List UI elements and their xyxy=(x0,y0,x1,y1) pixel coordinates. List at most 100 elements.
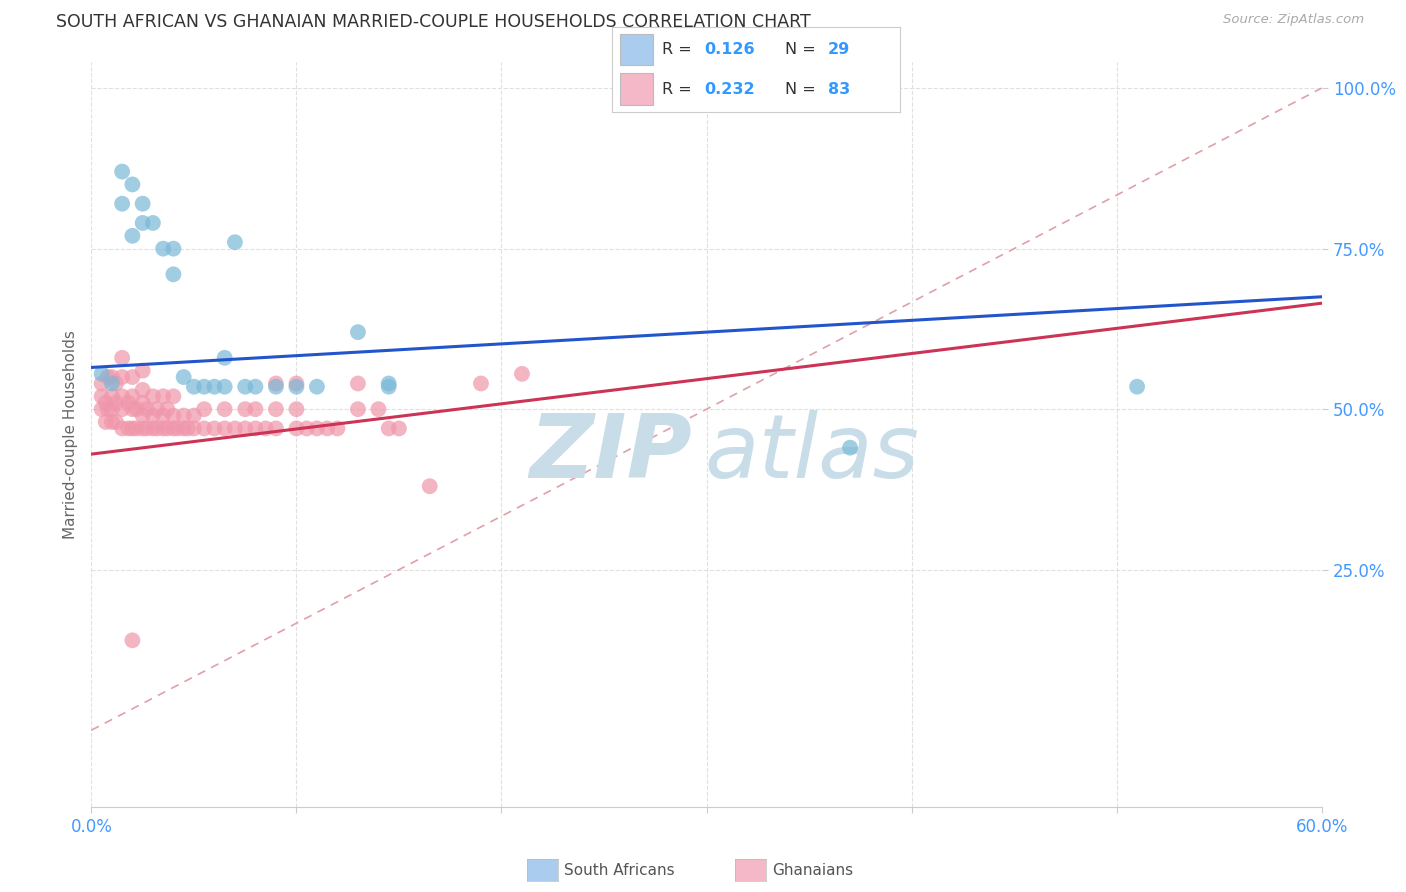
Point xyxy=(105,376,127,391)
Point xyxy=(94,415,117,429)
Point xyxy=(193,402,215,417)
Point xyxy=(125,421,148,435)
Point xyxy=(121,228,143,243)
Point xyxy=(214,380,236,394)
Point xyxy=(90,376,112,391)
Point xyxy=(101,370,124,384)
Point xyxy=(316,421,339,435)
Point xyxy=(131,409,153,423)
Point xyxy=(183,421,205,435)
Point xyxy=(202,380,225,394)
Point xyxy=(152,389,174,403)
Point xyxy=(388,421,411,435)
Point xyxy=(152,242,174,256)
Point xyxy=(111,370,134,384)
Point xyxy=(264,376,287,391)
Point xyxy=(117,396,139,410)
Point xyxy=(233,421,256,435)
Point xyxy=(183,380,205,394)
Point xyxy=(326,421,349,435)
Point xyxy=(152,421,174,435)
Point xyxy=(101,389,124,403)
Point xyxy=(377,380,399,394)
Point xyxy=(245,421,267,435)
Point xyxy=(105,415,127,429)
Point xyxy=(94,396,117,410)
Point xyxy=(121,389,143,403)
Point xyxy=(135,421,157,435)
Point xyxy=(97,370,120,384)
Text: ZIP: ZIP xyxy=(529,410,692,497)
Point xyxy=(156,402,179,417)
Point xyxy=(193,421,215,435)
Point xyxy=(111,402,134,417)
Point xyxy=(111,196,134,211)
Point xyxy=(125,402,148,417)
Point xyxy=(111,389,134,403)
Point xyxy=(156,421,179,435)
Point xyxy=(162,242,184,256)
Point xyxy=(152,409,174,423)
Point xyxy=(193,380,215,394)
Point xyxy=(90,402,112,417)
Point xyxy=(1126,380,1149,394)
Point xyxy=(101,402,124,417)
Point xyxy=(131,396,153,410)
Point xyxy=(254,421,277,435)
Point xyxy=(347,376,370,391)
Point xyxy=(121,370,143,384)
Point xyxy=(111,164,134,178)
Point xyxy=(131,196,153,211)
Text: R =: R = xyxy=(662,42,697,57)
Text: N =: N = xyxy=(785,42,821,57)
Point xyxy=(173,370,195,384)
Point xyxy=(101,376,124,391)
Point xyxy=(233,380,256,394)
Point xyxy=(162,268,184,282)
Point xyxy=(367,402,389,417)
Point xyxy=(101,415,124,429)
Point xyxy=(166,421,188,435)
Point xyxy=(121,178,143,192)
Point xyxy=(839,441,862,455)
Point xyxy=(90,389,112,403)
Point xyxy=(131,421,153,435)
Point xyxy=(162,389,184,403)
Point xyxy=(146,421,169,435)
Point xyxy=(117,421,139,435)
Point xyxy=(214,351,236,365)
Point xyxy=(183,409,205,423)
Point xyxy=(202,421,225,435)
Point xyxy=(214,421,236,435)
Text: atlas: atlas xyxy=(704,410,920,497)
Point xyxy=(162,421,184,435)
Point xyxy=(224,421,246,435)
Point xyxy=(131,216,153,230)
Y-axis label: Married-couple Households: Married-couple Households xyxy=(62,330,77,540)
Point xyxy=(510,367,533,381)
FancyBboxPatch shape xyxy=(620,73,654,104)
Point xyxy=(285,376,308,391)
Point xyxy=(285,380,308,394)
Point xyxy=(131,383,153,397)
Point xyxy=(377,421,399,435)
Text: South Africans: South Africans xyxy=(564,863,675,878)
Point xyxy=(173,409,195,423)
Point xyxy=(264,380,287,394)
Point xyxy=(105,396,127,410)
Text: Source: ZipAtlas.com: Source: ZipAtlas.com xyxy=(1223,13,1364,27)
Point xyxy=(142,409,165,423)
Text: 0.126: 0.126 xyxy=(704,42,755,57)
Point xyxy=(470,376,492,391)
FancyBboxPatch shape xyxy=(620,34,654,65)
Point xyxy=(347,325,370,339)
Point xyxy=(233,402,256,417)
Point xyxy=(347,402,370,417)
Point xyxy=(121,633,143,648)
Point xyxy=(142,216,165,230)
Text: N =: N = xyxy=(785,81,821,96)
Point xyxy=(224,235,246,250)
Text: Ghanaians: Ghanaians xyxy=(772,863,853,878)
Point xyxy=(305,421,328,435)
Text: 0.232: 0.232 xyxy=(704,81,755,96)
